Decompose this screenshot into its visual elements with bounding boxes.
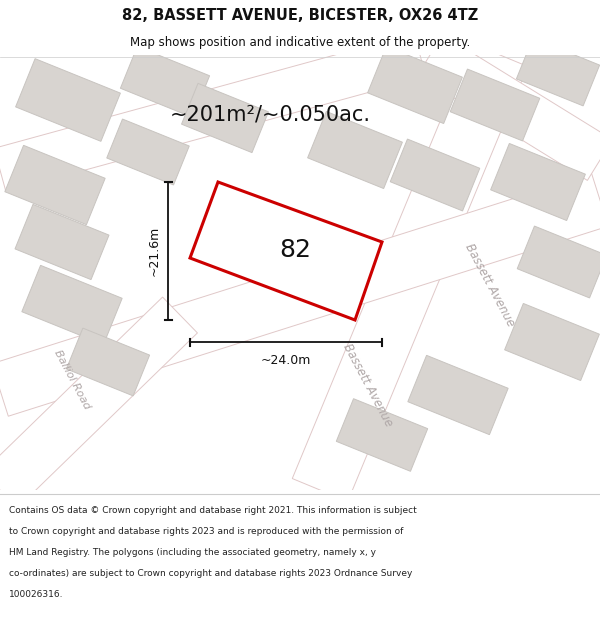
Polygon shape [107, 119, 189, 185]
Polygon shape [308, 111, 403, 189]
Polygon shape [182, 83, 268, 152]
Polygon shape [418, 34, 600, 181]
Polygon shape [517, 38, 599, 106]
Text: ~24.0m: ~24.0m [261, 354, 311, 366]
Polygon shape [450, 69, 540, 141]
Text: ~21.6m: ~21.6m [148, 226, 161, 276]
Text: Bassett Avenue: Bassett Avenue [463, 241, 517, 329]
Text: Contains OS data © Crown copyright and database right 2021. This information is : Contains OS data © Crown copyright and d… [9, 506, 417, 515]
Text: Balliol Road: Balliol Road [52, 349, 92, 411]
Polygon shape [336, 399, 428, 471]
Polygon shape [0, 174, 600, 416]
Text: 100026316.: 100026316. [9, 590, 64, 599]
Text: Map shows position and indicative extent of the property.: Map shows position and indicative extent… [130, 36, 470, 49]
Polygon shape [15, 204, 109, 279]
Polygon shape [16, 59, 121, 141]
Polygon shape [22, 266, 122, 344]
Polygon shape [5, 146, 105, 224]
Polygon shape [67, 328, 149, 396]
Polygon shape [505, 304, 599, 381]
Polygon shape [190, 182, 382, 320]
Polygon shape [0, 33, 426, 192]
Polygon shape [292, 44, 528, 501]
Polygon shape [121, 46, 209, 118]
Text: Bassett Avenue: Bassett Avenue [341, 341, 395, 429]
Text: to Crown copyright and database rights 2023 and is reproduced with the permissio: to Crown copyright and database rights 2… [9, 527, 403, 536]
Polygon shape [0, 297, 197, 508]
Polygon shape [491, 144, 586, 221]
Polygon shape [368, 46, 463, 124]
Text: co-ordinates) are subject to Crown copyright and database rights 2023 Ordnance S: co-ordinates) are subject to Crown copyr… [9, 569, 412, 578]
Polygon shape [390, 139, 480, 211]
Text: 82: 82 [279, 238, 311, 262]
Text: 82, BASSETT AVENUE, BICESTER, OX26 4TZ: 82, BASSETT AVENUE, BICESTER, OX26 4TZ [122, 8, 478, 23]
Text: HM Land Registry. The polygons (including the associated geometry, namely x, y: HM Land Registry. The polygons (includin… [9, 548, 376, 557]
Polygon shape [408, 356, 508, 434]
Polygon shape [517, 226, 600, 298]
Text: ~201m²/~0.050ac.: ~201m²/~0.050ac. [170, 105, 371, 125]
